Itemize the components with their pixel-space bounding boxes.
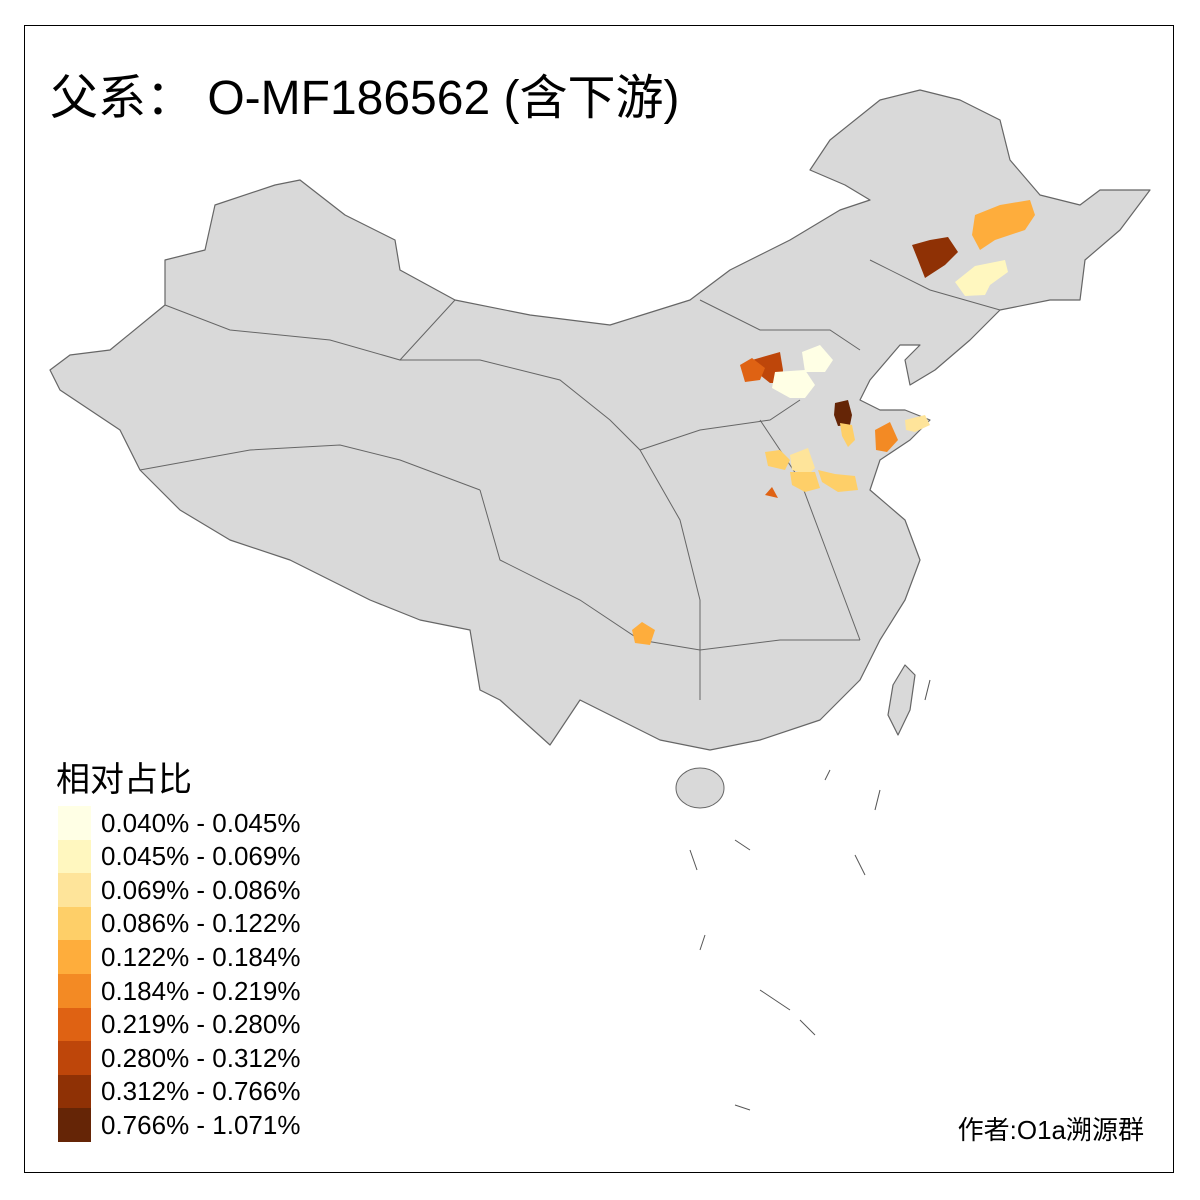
legend-item: 0.280% - 0.312% [58, 1041, 301, 1076]
author-credit: 作者:O1a溯源群 [957, 1115, 1144, 1145]
legend-item: 0.086% - 0.122% [58, 906, 301, 941]
taiwan-island [887, 664, 916, 736]
region-0 [802, 345, 833, 372]
province-border [639, 449, 701, 700]
region-1 [955, 260, 1008, 296]
island-mark [689, 849, 698, 871]
region-4 [632, 622, 655, 645]
legend-label: 0.040% - 0.045% [101, 807, 301, 838]
legend-label: 0.045% - 0.069% [101, 841, 301, 872]
region-3 [818, 470, 858, 492]
island-mark [854, 854, 866, 876]
island-mark [924, 679, 931, 701]
legend-swatch [58, 806, 91, 840]
legend-item: 0.122% - 0.184% [58, 940, 301, 975]
legend-label: 0.219% - 0.280% [101, 1009, 301, 1040]
region-5 [875, 422, 898, 452]
legend-swatch [58, 906, 91, 941]
legend-label: 0.280% - 0.312% [101, 1042, 301, 1073]
island-mark [824, 769, 831, 781]
legend-item: 0.219% - 0.280% [58, 1007, 301, 1042]
legend-swatch [58, 1007, 91, 1042]
island-mark [874, 789, 881, 811]
hainan-island [675, 767, 725, 809]
legend-label: 0.069% - 0.086% [101, 874, 301, 905]
legend-item: 0.040% - 0.045% [58, 806, 300, 840]
region-6 [740, 358, 765, 382]
region-4 [972, 200, 1035, 250]
province-border [699, 299, 861, 351]
region-8 [912, 237, 958, 278]
legend-swatch [58, 940, 91, 975]
island-mark [734, 839, 751, 851]
legend-label: 0.086% - 0.122% [101, 908, 301, 939]
china-outline [49, 89, 1151, 751]
island-mark [799, 1019, 816, 1036]
region-3 [765, 450, 790, 470]
region-2 [790, 448, 815, 475]
legend-swatch [58, 1041, 91, 1076]
island-mark [734, 1104, 751, 1111]
legend-swatch [58, 1108, 91, 1143]
map-frame [24, 25, 1174, 1173]
region-6 [765, 487, 778, 498]
province-border [164, 299, 456, 361]
legend-item: 0.045% - 0.069% [58, 839, 301, 874]
legend-item: 0.312% - 0.766% [58, 1074, 301, 1109]
region-0 [772, 370, 815, 398]
region-3 [790, 472, 820, 492]
legend-label: 0.122% - 0.184% [101, 941, 301, 972]
legend-swatch [58, 974, 91, 1008]
region-9 [834, 400, 852, 426]
province-border [139, 444, 481, 491]
province-border [400, 359, 801, 451]
map-title: 父系： O-MF186562 (含下游) [50, 72, 680, 125]
island-mark [759, 989, 791, 1011]
legend-title: 相对占比 [56, 760, 192, 800]
province-border [869, 259, 1001, 311]
island-mark [699, 934, 706, 951]
region-2 [905, 415, 930, 432]
legend-swatch [58, 839, 91, 874]
legend-item: 0.184% - 0.219% [58, 974, 300, 1008]
legend-swatch [58, 873, 91, 908]
legend-label: 0.184% - 0.219% [101, 975, 301, 1006]
legend-item: 0.766% - 1.071% [58, 1108, 301, 1143]
legend-item: 0.069% - 0.086% [58, 873, 301, 908]
legend-label: 0.312% - 0.766% [101, 1076, 301, 1107]
legend-label: 0.766% - 1.071% [101, 1109, 301, 1140]
region-3 [840, 423, 855, 447]
legend-swatch [58, 1074, 91, 1109]
